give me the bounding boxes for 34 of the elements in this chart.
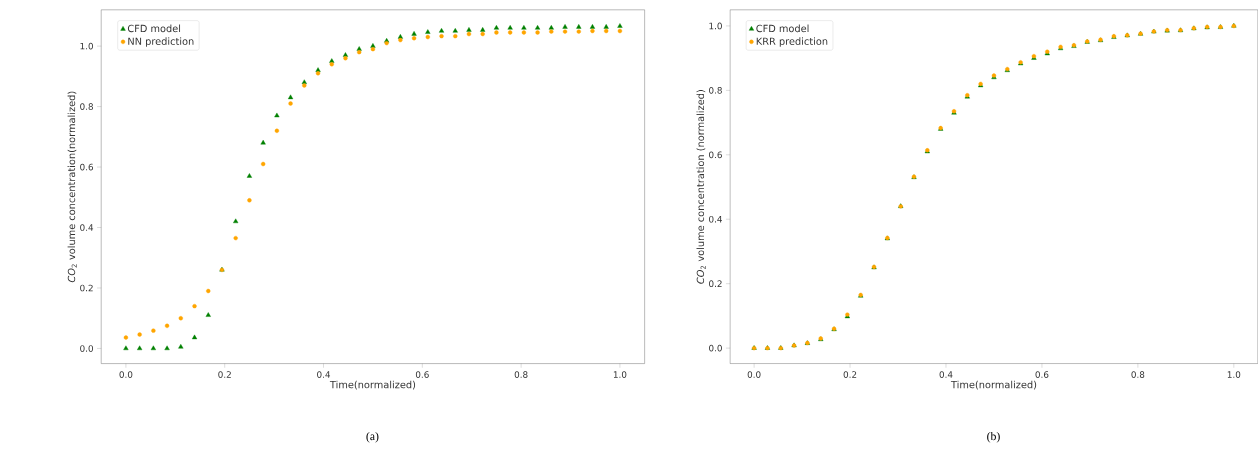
y-tick-label: 1.0 (80, 42, 93, 50)
legend-label: CFD model (756, 24, 809, 33)
y-tick-label: 0.8 (80, 103, 93, 110)
y-tick-label: 0.2 (709, 280, 722, 288)
legend-label: NN prediction (128, 37, 194, 47)
y-tick-label: 1.0 (709, 22, 722, 30)
x-tick-label: 0.2 (218, 371, 231, 378)
x-tick-label: 0.6 (1035, 371, 1049, 378)
text: (b) (987, 431, 1000, 443)
y-tick-label: 0.0 (709, 344, 722, 352)
x-tick-label: 0.6 (415, 371, 429, 378)
y-tick-label: 0.6 (709, 151, 722, 159)
y-tick-label: 0.6 (80, 163, 94, 171)
y-axis-title: CO$_{2}$ volume concentration(normalized) (67, 91, 77, 283)
text: (a) (366, 431, 379, 443)
legend-label: KRR prediction (756, 37, 828, 47)
x-axis-title: Time(normalized) (329, 380, 416, 390)
x-tick-label: 0.8 (514, 371, 528, 378)
x-tick-label: 0.4 (939, 371, 953, 378)
x-tick-label: 0.0 (119, 371, 133, 378)
x-axis-title: Time(normalized) (950, 380, 1037, 390)
x-tick-label: 0.4 (317, 371, 331, 378)
x-tick-label: 0.8 (1131, 371, 1145, 378)
x-tick-label: 0.0 (747, 371, 761, 378)
y-axis-title: CO$_{2}$ volume concentration (normalized) (696, 90, 706, 284)
y-tick-label: 0.2 (80, 284, 93, 292)
x-tick-label: 1.0 (613, 371, 627, 378)
y-tick-label: 0.0 (80, 345, 93, 352)
x-tick-label: 1.0 (1227, 371, 1241, 378)
legend-label: CFD model (127, 24, 181, 33)
y-tick-label: 0.4 (80, 224, 94, 231)
x-tick-label: 0.2 (843, 371, 857, 378)
y-tick-label: 0.4 (709, 215, 722, 223)
y-tick-label: 0.8 (709, 87, 722, 94)
